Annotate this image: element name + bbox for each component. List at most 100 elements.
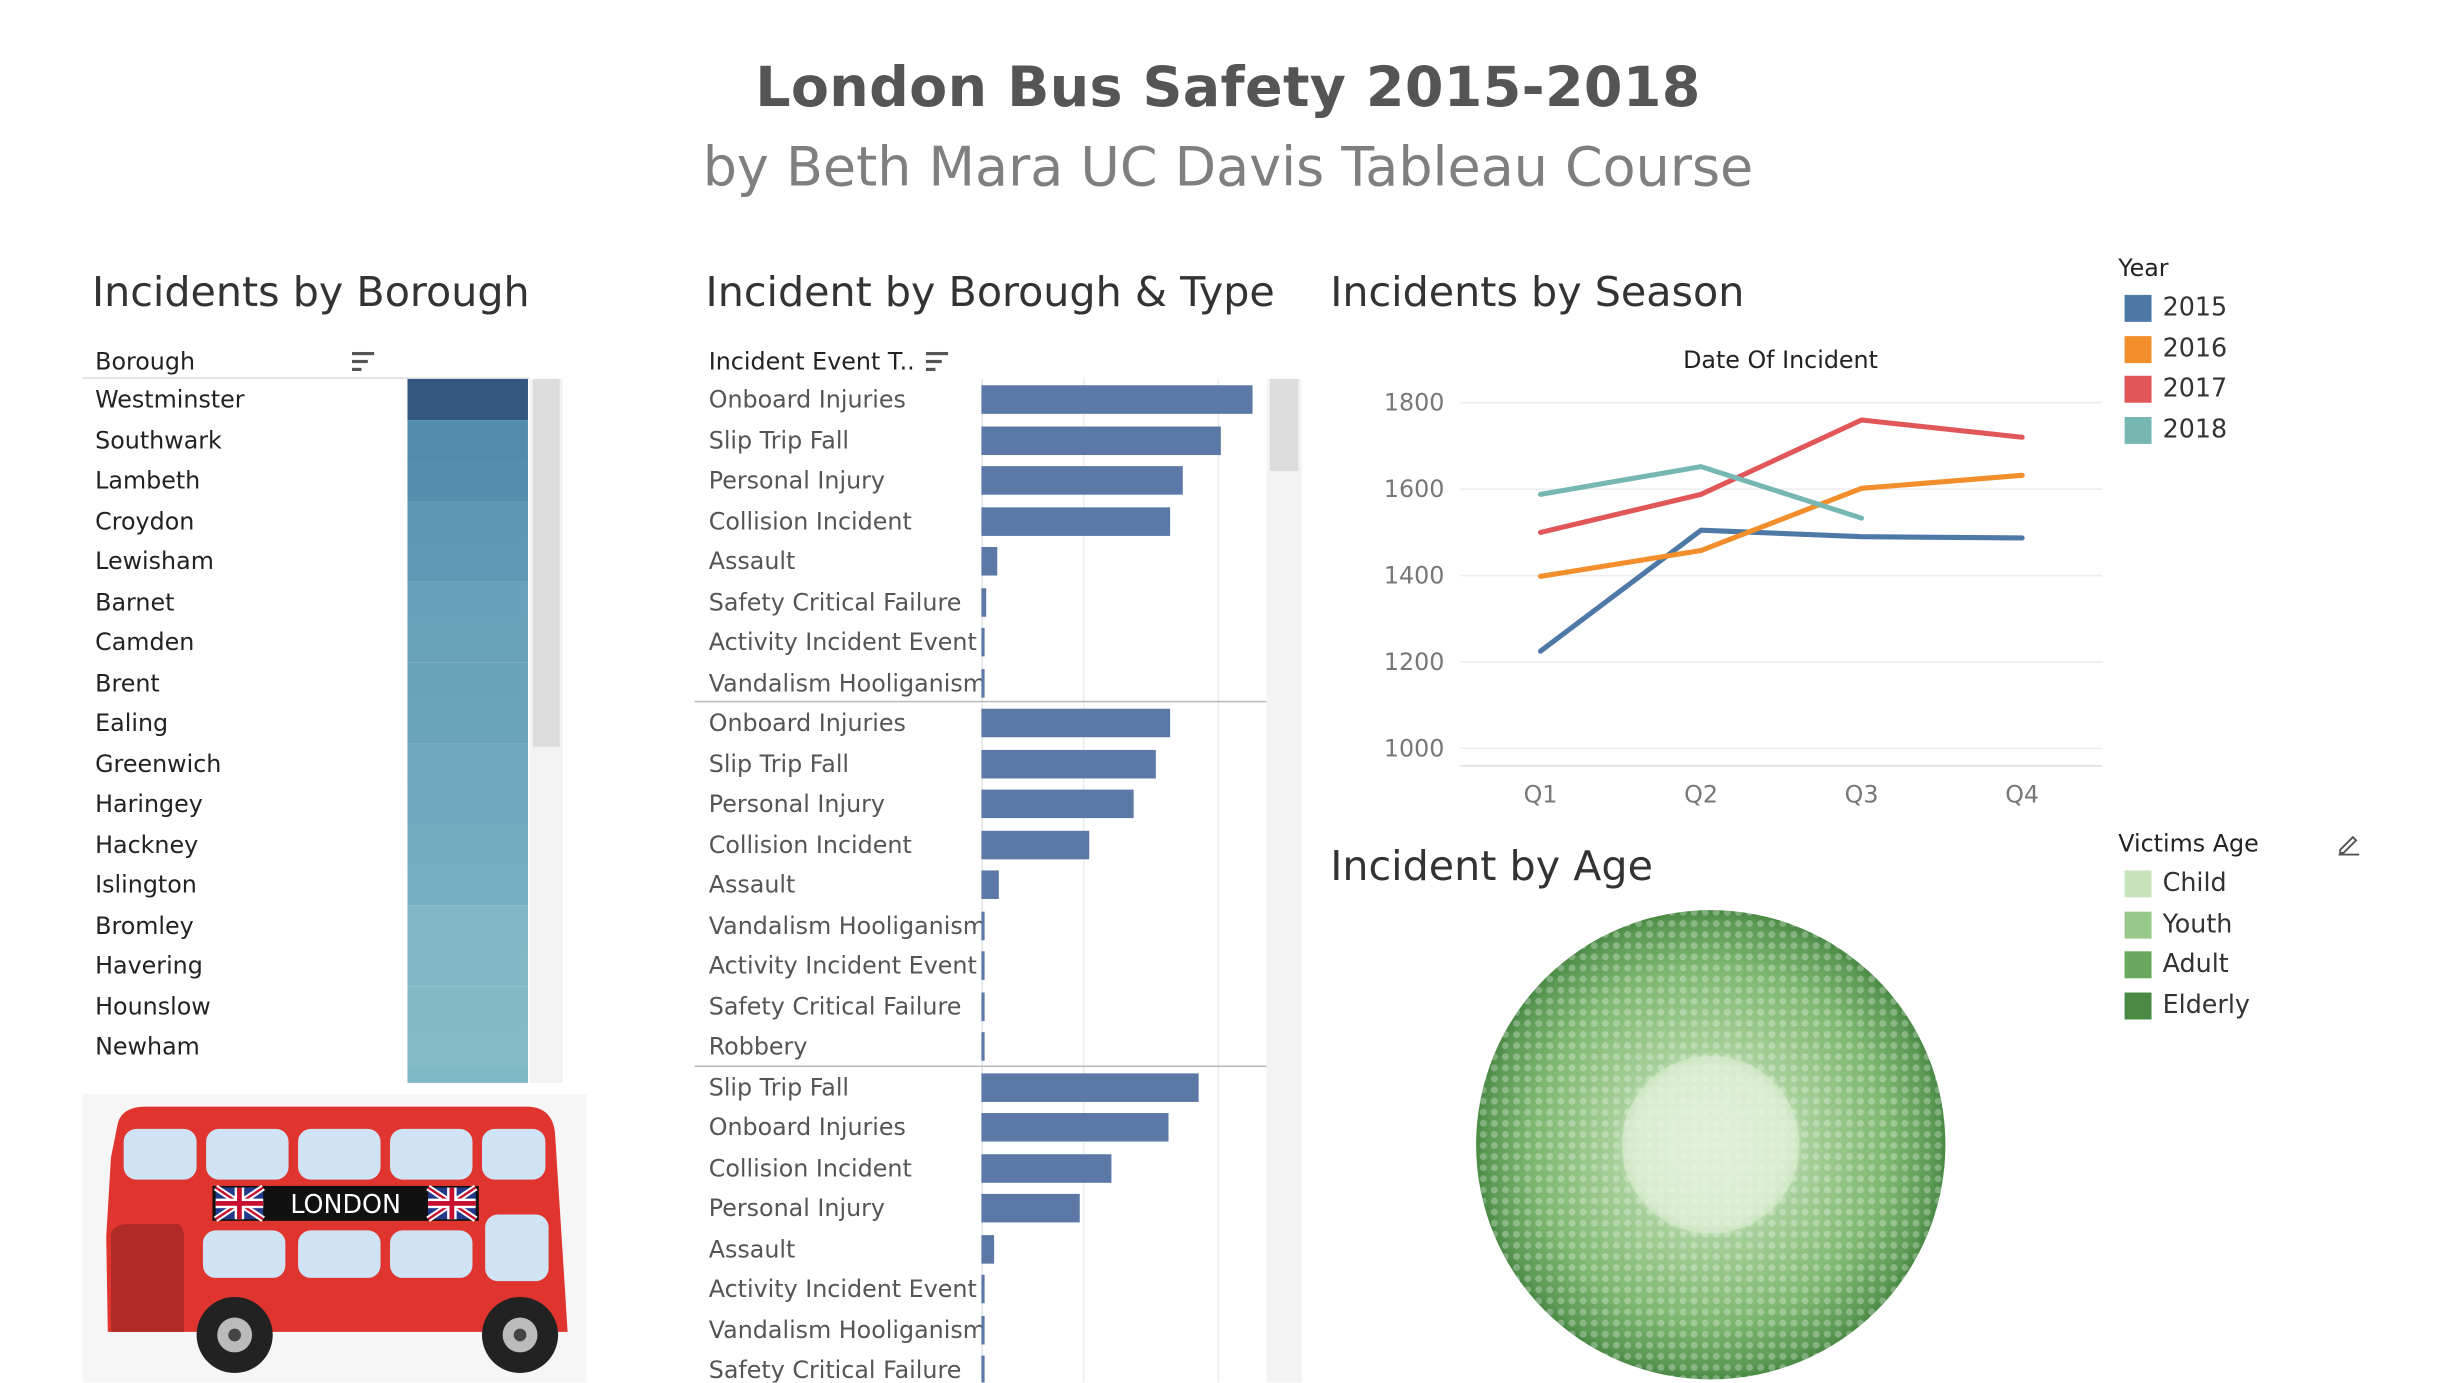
type-row-label[interactable]: Activity Incident Event [708, 951, 977, 980]
year-legend-swatch[interactable] [2124, 335, 2152, 363]
type-bar[interactable] [981, 910, 985, 940]
year-legend-label[interactable]: 2015 [2162, 291, 2228, 322]
type-bar[interactable] [981, 789, 1135, 819]
borough-row-label[interactable]: Ealing [95, 708, 169, 738]
type-bar[interactable] [981, 627, 985, 657]
borough-heat-cell[interactable] [407, 1025, 528, 1068]
borough-heat-cell[interactable] [407, 944, 528, 987]
year-legend-label[interactable]: 2017 [2162, 372, 2228, 403]
type-row-label[interactable]: Slip Trip Fall [708, 425, 850, 455]
type-row-label[interactable]: Safety Critical Failure [708, 991, 962, 1021]
type-bar[interactable] [981, 1234, 995, 1263]
borough-row-label[interactable]: Newham [95, 1032, 200, 1061]
type-bar[interactable] [981, 749, 1157, 778]
type-scrollbar[interactable] [1266, 378, 1302, 1383]
type-bar[interactable] [981, 1274, 984, 1304]
type-bar[interactable] [981, 546, 998, 576]
type-row-label[interactable]: Slip Trip Fall [708, 749, 850, 778]
type-row-label[interactable]: Activity Incident Event [708, 627, 977, 657]
borough-row-label[interactable]: Lambeth [95, 466, 201, 495]
borough-row-label[interactable]: Barnet [95, 587, 175, 616]
type-row-label[interactable]: Personal Injury [708, 789, 886, 819]
borough-heat-cell[interactable] [407, 540, 528, 582]
type-bar[interactable] [981, 870, 999, 899]
borough-heat-cell[interactable] [407, 621, 528, 663]
borough-row-label[interactable]: Haringey [95, 789, 203, 819]
season-series-line-2017[interactable] [1537, 417, 2025, 535]
type-bar[interactable] [981, 385, 1253, 414]
age-legend-swatch[interactable] [2124, 951, 2152, 979]
borough-heat-cell[interactable] [407, 378, 528, 421]
borough-heat-cell[interactable] [407, 985, 528, 1027]
borough-heat-cell[interactable] [407, 419, 528, 461]
season-series-line-2016[interactable] [1537, 472, 2025, 579]
type-bar[interactable] [981, 1113, 1169, 1142]
type-bar[interactable] [981, 466, 1184, 495]
type-bar[interactable] [981, 587, 987, 616]
type-row-label[interactable]: Assault [708, 870, 796, 899]
type-bar[interactable] [981, 668, 984, 697]
borough-row-label[interactable]: Bromley [95, 910, 194, 940]
type-bar[interactable] [981, 1072, 1199, 1102]
type-row-label[interactable]: Safety Critical Failure [708, 1355, 962, 1383]
year-legend-swatch[interactable] [2124, 416, 2152, 444]
borough-scrollbar-thumb[interactable] [532, 378, 560, 747]
borough-row-label[interactable]: Hackney [95, 830, 199, 859]
type-row-label[interactable]: Collision Incident [708, 1153, 912, 1182]
type-bar[interactable] [981, 830, 1089, 859]
type-column-header[interactable]: Incident Event T.. [708, 347, 915, 376]
type-bar[interactable] [981, 425, 1222, 455]
type-row-label[interactable]: Onboard Injuries [708, 708, 906, 738]
type-row-label[interactable]: Onboard Injuries [708, 385, 906, 414]
type-row-label[interactable]: Collision Incident [708, 506, 912, 536]
sort-icon[interactable] [925, 351, 949, 372]
type-scrollbar-thumb[interactable] [1269, 378, 1299, 471]
borough-heat-cell[interactable] [407, 500, 528, 542]
type-row-label[interactable]: Robbery [708, 1032, 808, 1061]
borough-row-label[interactable]: Croydon [95, 506, 195, 536]
borough-row-label[interactable]: Lewisham [95, 546, 214, 576]
borough-column-header[interactable]: Borough [95, 347, 196, 376]
type-bar[interactable] [981, 1032, 984, 1061]
borough-row-label[interactable]: Camden [95, 627, 195, 657]
type-bar[interactable] [981, 1315, 984, 1344]
year-legend-label[interactable]: 2018 [2162, 413, 2228, 444]
borough-scrollbar[interactable] [529, 378, 563, 1083]
borough-heat-cell[interactable] [407, 1066, 528, 1083]
borough-heat-cell[interactable] [407, 459, 528, 502]
borough-heat-cell[interactable] [407, 783, 528, 825]
edit-pencil-icon[interactable] [2335, 831, 2360, 856]
type-row-label[interactable]: Vandalism Hooliganism [708, 1315, 986, 1344]
type-row-label[interactable]: Onboard Injuries [708, 1113, 906, 1142]
borough-heat-cell[interactable] [407, 702, 528, 744]
season-series-line-2015[interactable] [1537, 527, 2025, 654]
borough-row-label[interactable]: Westminster [95, 385, 245, 414]
age-legend-swatch[interactable] [2124, 991, 2152, 1019]
age-legend-label[interactable]: Youth [2162, 907, 2233, 938]
type-bar[interactable] [981, 991, 984, 1021]
type-row-label[interactable]: Personal Injury [708, 1193, 886, 1223]
type-bar[interactable] [981, 1153, 1111, 1182]
borough-row-label[interactable]: Islington [95, 870, 197, 899]
borough-row-label[interactable]: Brent [95, 668, 160, 697]
type-bar[interactable] [981, 1193, 1080, 1223]
year-legend-swatch[interactable] [2124, 294, 2152, 322]
type-row-label[interactable]: Safety Critical Failure [708, 587, 962, 616]
season-series-line-2018[interactable] [1537, 464, 1865, 521]
borough-row-label[interactable]: Southwark [95, 425, 222, 455]
borough-row-label[interactable]: Greenwich [95, 749, 222, 778]
type-row-label[interactable]: Slip Trip Fall [708, 1072, 850, 1102]
type-bar[interactable] [981, 506, 1171, 536]
type-bar[interactable] [981, 1355, 984, 1383]
age-legend-label[interactable]: Adult [2162, 948, 2229, 979]
borough-row-label[interactable]: Hounslow [95, 991, 211, 1021]
type-row-label[interactable]: Activity Incident Event [708, 1274, 977, 1304]
borough-heat-cell[interactable] [407, 581, 528, 623]
type-row-label[interactable]: Collision Incident [708, 830, 912, 859]
year-legend-swatch[interactable] [2124, 375, 2152, 403]
age-legend-swatch[interactable] [2124, 910, 2152, 938]
type-bar[interactable] [981, 708, 1171, 738]
age-circle-inner[interactable] [1621, 1055, 1800, 1234]
sort-icon[interactable] [351, 351, 375, 372]
year-legend-label[interactable]: 2016 [2162, 332, 2228, 363]
